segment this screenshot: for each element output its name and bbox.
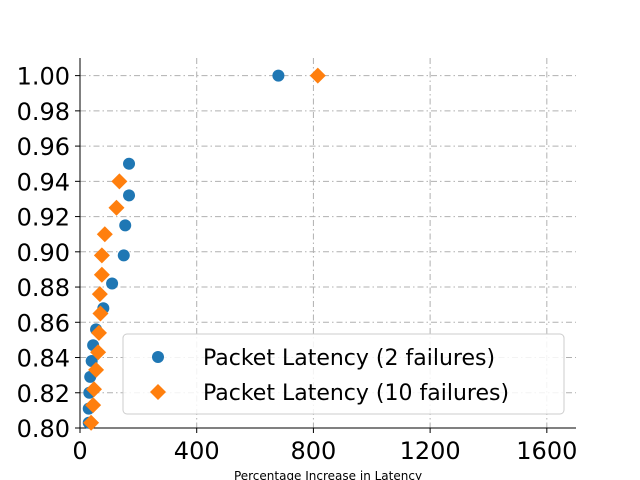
data-point [117,249,130,262]
y-tick-label: 0.88 [17,274,70,302]
x-tick-label: 400 [174,437,220,465]
data-point [88,361,105,378]
legend-label: Packet Latency (10 failures) [203,381,509,406]
y-tick-label: 0.92 [17,204,70,232]
y-tick-label: 0.96 [17,133,70,161]
data-point [309,67,326,84]
x-tick-label: 0 [72,437,87,465]
legend-marker [150,384,166,400]
series-2 [83,67,326,431]
data-point [108,199,125,216]
data-point [106,277,119,290]
data-point [92,305,109,322]
data-point [90,344,107,361]
legend: Packet Latency (2 failures) Packet Latenc… [122,333,565,415]
y-tick-label: 0.90 [17,239,70,267]
data-points [82,67,326,431]
legend-box [122,333,565,415]
y-tick-label: 0.80 [17,415,70,443]
legend-label: Packet Latency (2 failures) [203,346,495,371]
data-point [93,266,110,283]
data-point [91,286,108,303]
data-point [272,69,285,82]
y-tick-label: 0.86 [17,309,70,337]
y-tick-label: 1.00 [17,63,70,91]
legend-marker [152,351,164,363]
y-tick-label: 0.94 [17,168,70,196]
data-point [123,189,136,202]
axes [79,58,576,429]
y-tick-label: 0.84 [17,345,70,373]
y-tick-label: 0.98 [17,98,70,126]
data-point [93,247,110,264]
x-tick-label: 1200 [400,437,461,465]
data-point [119,219,132,232]
data-point [111,173,128,190]
y-ticks: 0.80 0.82 0.84 0.86 0.88 0.90 0.92 0.94 0.96 0.98… [17,63,80,443]
x-ticks: 0 400 800 1200 1600 [72,428,577,465]
data-point [86,381,103,398]
x-tick-label: 1600 [516,437,577,465]
x-axis-title: Percentage Increase in Latency [234,469,422,480]
data-point [85,397,102,414]
data-point [123,157,136,170]
y-tick-label: 0.82 [17,380,70,408]
data-point [96,226,113,243]
data-point [90,324,107,341]
x-tick-label: 800 [291,437,337,465]
data-point [83,414,100,431]
